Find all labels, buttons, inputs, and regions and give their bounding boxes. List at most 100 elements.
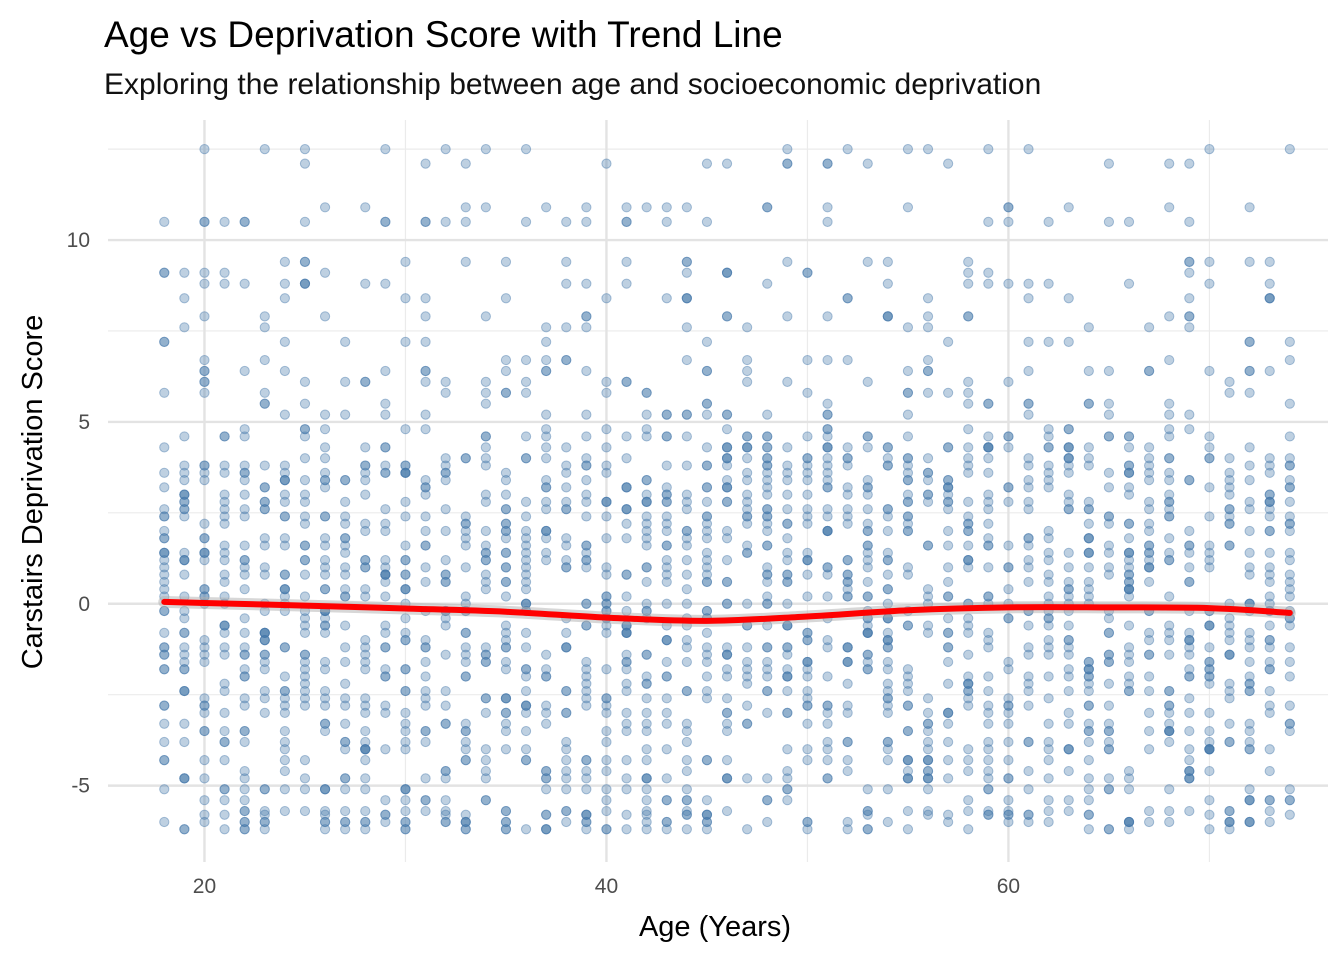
scatter-point <box>159 533 170 544</box>
scatter-point <box>1224 504 1235 515</box>
scatter-point <box>199 267 210 278</box>
scatter-point <box>782 518 793 529</box>
scatter-point <box>400 635 411 646</box>
scatter-point <box>681 598 692 609</box>
scatter-point <box>822 744 833 755</box>
scatter-point <box>902 525 914 537</box>
scatter-point <box>681 354 692 366</box>
scatter-point <box>1023 504 1034 515</box>
scatter-point <box>1083 725 1094 737</box>
scatter-point <box>1144 365 1155 377</box>
scatter-point <box>943 496 954 508</box>
scatter-point <box>259 482 270 493</box>
scatter-point <box>922 773 934 784</box>
scatter-point <box>762 656 773 668</box>
scatter-point <box>1144 649 1155 660</box>
scatter-point <box>1284 555 1295 566</box>
scatter-point <box>520 707 532 718</box>
scatter-point <box>742 656 753 668</box>
scatter-point <box>882 504 893 515</box>
scatter-point <box>922 765 934 777</box>
scatter-point <box>681 736 692 748</box>
scatter-point <box>179 569 190 580</box>
scatter-point <box>842 453 853 464</box>
scatter-point <box>1204 765 1215 777</box>
scatter-point <box>440 816 451 828</box>
scatter-point <box>943 591 954 602</box>
scatter-point <box>1284 398 1295 409</box>
scatter-point <box>460 718 471 729</box>
scatter-point <box>1063 642 1074 653</box>
scatter-point <box>661 482 672 493</box>
scatter-point <box>1264 642 1275 653</box>
scatter-point <box>1184 311 1195 322</box>
scatter-point <box>1244 460 1255 471</box>
scatter-point <box>199 700 210 711</box>
scatter-point <box>1003 700 1014 711</box>
scatter-point <box>199 707 210 718</box>
scatter-point <box>601 765 612 777</box>
scatter-point <box>319 474 331 486</box>
scatter-point <box>420 725 431 737</box>
scatter-point <box>943 482 954 493</box>
scatter-point <box>963 744 974 755</box>
scatter-point <box>440 460 451 471</box>
scatter-point <box>922 725 934 737</box>
scatter-point <box>1164 158 1175 169</box>
scatter-point <box>380 467 391 478</box>
scatter-point <box>601 805 612 817</box>
scatter-point <box>681 755 692 766</box>
scatter-point <box>561 442 572 453</box>
scatter-point <box>1244 635 1255 646</box>
scatter-point <box>1184 627 1195 638</box>
scatter-point <box>983 453 994 464</box>
scatter-point <box>1184 311 1195 322</box>
scatter-point <box>742 442 753 453</box>
scatter-point <box>842 518 853 529</box>
scatter-point <box>742 547 753 558</box>
scatter-point <box>762 773 773 784</box>
scatter-point <box>902 620 914 631</box>
scatter-point <box>681 431 692 442</box>
scatter-point <box>319 584 331 595</box>
scatter-point <box>581 809 592 820</box>
scatter-point <box>882 460 893 471</box>
scatter-point <box>1123 678 1135 689</box>
scatter-point <box>561 496 572 508</box>
scatter-point <box>360 460 371 471</box>
scatter-point <box>159 336 170 347</box>
scatter-point <box>782 642 793 653</box>
scatter-point <box>1023 700 1034 711</box>
scatter-point <box>943 562 954 573</box>
scatter-point <box>1284 525 1295 537</box>
scatter-point <box>661 540 672 551</box>
scatter-point <box>1184 744 1195 755</box>
scatter-point <box>400 424 411 435</box>
scatter-point <box>581 664 592 675</box>
scatter-point <box>1224 518 1235 529</box>
scatter-point <box>1264 496 1275 508</box>
scatter-point <box>1224 376 1235 387</box>
scatter-point <box>1284 143 1295 155</box>
scatter-point <box>641 533 652 544</box>
scatter-point <box>902 725 914 737</box>
scatter-point <box>1224 474 1235 486</box>
scatter-point <box>822 773 833 784</box>
scatter-point <box>1123 824 1135 835</box>
scatter-point <box>902 664 914 675</box>
scatter-point <box>259 569 270 580</box>
scatter-point <box>159 627 170 638</box>
scatter-point <box>983 707 994 718</box>
scatter-point <box>1043 547 1054 558</box>
scatter-point <box>340 511 351 522</box>
scatter-point <box>902 453 914 464</box>
scatter-point <box>681 642 692 653</box>
scatter-point <box>219 755 230 766</box>
scatter-point <box>1023 293 1034 304</box>
scatter-point <box>762 591 773 602</box>
scatter-point <box>701 555 713 566</box>
scatter-point <box>1123 569 1135 580</box>
scatter-point <box>319 442 331 453</box>
scatter-point <box>179 718 190 729</box>
scatter-point <box>1244 365 1255 377</box>
